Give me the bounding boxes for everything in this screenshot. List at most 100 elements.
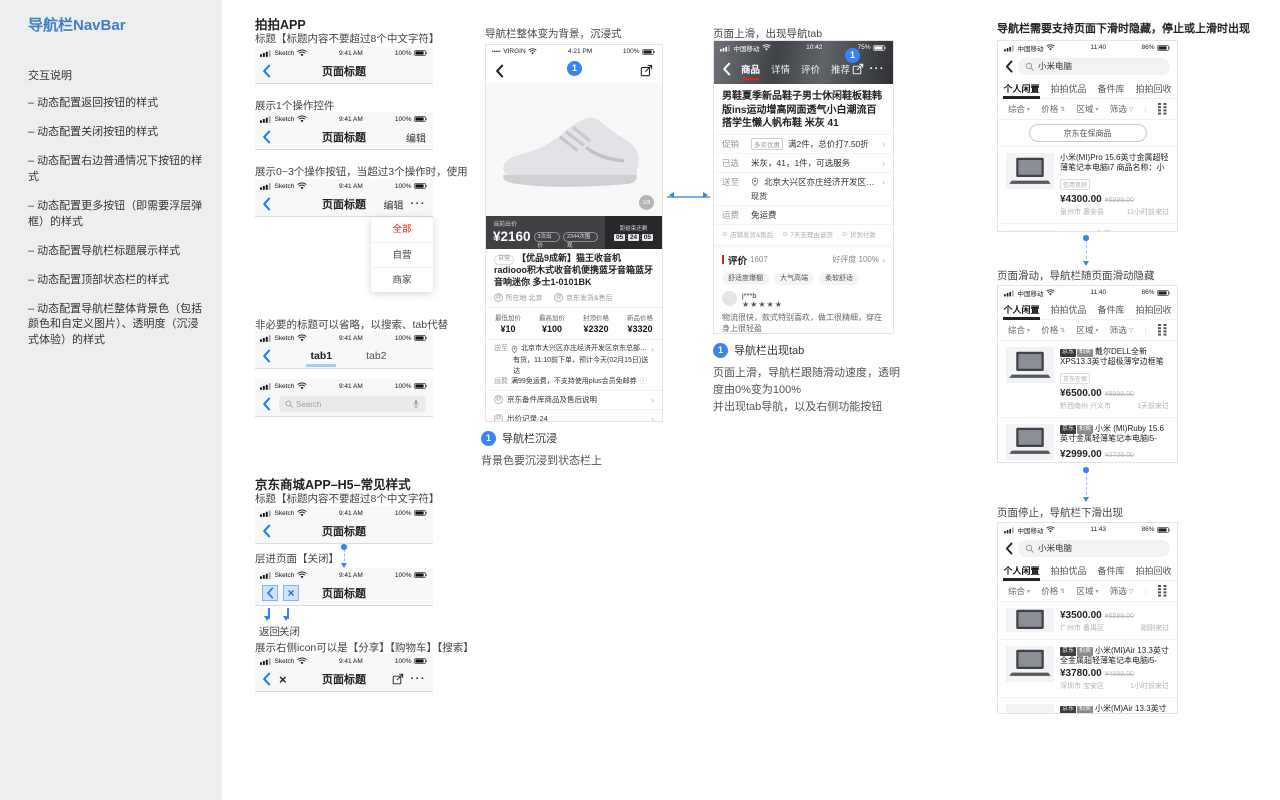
pin-icon [751,177,759,187]
flow-connector [340,544,347,568]
back-button[interactable] [262,64,271,78]
search-input[interactable]: Search [279,396,426,412]
back-button[interactable] [262,197,271,211]
mic-icon[interactable] [412,399,420,409]
close-button-highlight[interactable]: × [283,585,299,601]
status-bar: 中国移动 11:40 86% [998,286,1177,299]
close-button[interactable]: × [279,671,287,687]
tab-paipai-premium[interactable]: 拍拍优品 [1050,565,1087,576]
tab-tab1[interactable]: tab1 [306,350,336,367]
interaction-note: – 动态配置更多按钮（即需要浮层弹框）的样式 [28,199,203,228]
filter-funnel[interactable]: 筛选 ▽ [1109,325,1134,335]
filter-comprehensive[interactable]: 综合 ▾ [1008,104,1031,114]
tab-review[interactable]: 评价 [801,65,821,76]
wifi-icon [1046,44,1055,51]
tab-spare-parts[interactable]: 备件库 [1097,304,1125,315]
back-button[interactable] [1005,542,1013,555]
edit-button[interactable]: 编辑 [383,200,404,212]
more-button[interactable]: ··· [869,63,885,75]
more-button[interactable]: ··· [410,673,426,685]
item-thumb [1006,229,1054,231]
back-button[interactable] [262,672,271,686]
tab-tab2[interactable]: tab2 [366,350,387,362]
tab-paipai-premium[interactable]: 拍拍优品 [1050,83,1087,94]
grid-view-icon[interactable] [1157,324,1167,336]
tab-personal-idle[interactable]: 个人闲置 [1003,83,1040,99]
search-input[interactable]: 小米电脑 [1018,539,1170,557]
edit-button[interactable]: 编辑 [406,133,426,145]
battery-label: 100% [394,49,412,57]
menu-item-self[interactable]: 自营 [371,242,433,267]
auction-badge: 拍卖 [1077,705,1094,713]
battery-label: 100% [394,657,412,665]
info-icon[interactable]: ⓘ [639,378,647,386]
filter-comprehensive[interactable]: 综合 ▾ [1008,325,1031,335]
filter-region[interactable]: 区域 ▾ [1076,586,1099,596]
battery-label: 100% [394,182,412,190]
back-button[interactable] [722,62,731,76]
product-image[interactable]: 1/8 [486,83,662,216]
price-grid-cell: 最高加价 ¥100 [539,314,565,334]
navbar-transparent: 1 [486,58,662,83]
filter-price[interactable]: 价格 ⇅ [1041,325,1066,335]
delivery-block[interactable]: 送至 北京市大兴区亦庄经济开发区京东总部大厦 › 有货，11:10前下单，预计今… [486,338,662,390]
back-button[interactable] [262,130,271,144]
promo-row[interactable]: 促销 多买优惠 满2件，总价打7.50折 › [714,133,893,153]
tab-recycle[interactable]: 拍拍回收 [1135,565,1172,576]
more-button[interactable]: ··· [410,198,426,210]
tab-spare-parts[interactable]: 备件库 [1097,83,1125,94]
battery-icon [414,335,428,341]
item-card[interactable]: 小米(MI)Pro 15.6英寸金属超轻薄笔记本电脑i7 商品名称：小米(MI)… [998,147,1177,224]
tab-spare-parts[interactable]: 备件库 [1097,565,1125,576]
item-card-partial[interactable]: ¥3500.00 ¥6599.00 广州市 番禺区 刚刚来过 [998,602,1177,640]
back-button[interactable] [262,349,271,363]
review-tag[interactable]: 大气高端 [774,271,814,285]
share-button[interactable] [640,64,653,77]
review-header[interactable]: 评价 1607 好评度 100% › [714,248,893,269]
warranty-pill[interactable]: 京东在保商品 [1028,124,1147,142]
tab-recycle[interactable]: 拍拍回收 [1135,304,1172,315]
filter-funnel[interactable]: 筛选 ▽ [1109,586,1134,596]
filter-price[interactable]: 价格 ⇅ [1041,586,1066,596]
grid-view-icon[interactable] [1157,103,1167,115]
tab-detail[interactable]: 详情 [771,65,791,76]
grid-view-icon[interactable] [1157,585,1167,597]
filter-price[interactable]: 价格 ⇅ [1041,104,1066,114]
tab-product[interactable]: 商品 [741,62,760,80]
spare-parts-link-row[interactable]: @ 京东备件库商品及售后说明 › [486,389,662,409]
back-button-highlight[interactable] [262,585,278,601]
filter-comprehensive[interactable]: 综合 ▾ [1008,586,1031,596]
back-button[interactable] [262,524,271,538]
paipai-heading: 拍拍APP [255,18,306,32]
tab-paipai-premium[interactable]: 拍拍优品 [1050,304,1087,315]
product-meta: @ 所在地 北京 @ 京东发货&售后 [486,291,662,307]
back-button[interactable] [262,397,271,411]
tab-personal-idle[interactable]: 个人闲置 [1003,304,1040,320]
bid-history-row[interactable]: @ 出价记录·24 › [486,408,662,421]
filter-region[interactable]: 区域 ▾ [1076,325,1099,335]
review-tag[interactable]: 舒适度爆棚 [722,271,769,285]
filter-funnel[interactable]: 筛选 ▽ [1109,104,1134,114]
menu-item-merchant[interactable]: 商家 [371,267,433,292]
tab-recycle[interactable]: 拍拍回收 [1135,83,1172,94]
search-input[interactable]: 小米电脑 [1018,57,1170,75]
signal-icon [260,509,272,517]
selected-row[interactable]: 已选 米灰，41，1件，可选服务 › [714,152,893,172]
back-button[interactable] [1005,60,1013,73]
back-icon [266,587,274,599]
share-button[interactable] [852,63,864,75]
menu-item-all[interactable]: 全部 [392,224,412,235]
tab-recommend[interactable]: 推荐 [831,65,851,76]
back-button[interactable] [495,64,504,78]
tab-personal-idle[interactable]: 个人闲置 [1003,565,1040,581]
review-tag[interactable]: 柔软舒适 [819,271,859,285]
deliver-row[interactable]: 送至 北京大兴区亦庄经济开发区荣茵河畔18... › [714,171,893,191]
category-tabs: 个人闲置 拍拍优品 备件库 拍拍回收 [998,299,1177,320]
filter-region[interactable]: 区域 ▾ [1076,104,1099,114]
